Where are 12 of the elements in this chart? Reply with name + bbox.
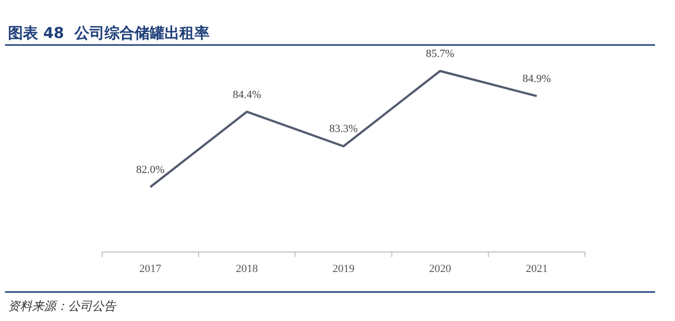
data-label: 83.3% [329, 123, 358, 136]
data-label: 82.0% [136, 164, 165, 176]
data-label: 84.4% [232, 88, 262, 101]
text: 资料来源：公司公告 [8, 299, 117, 313]
data-label: 85.7% [426, 48, 454, 60]
x-tick-label: 2017 [139, 263, 162, 275]
data-label: 84.9% [522, 73, 551, 86]
x-tick-label: 2020 [429, 263, 452, 275]
x-tick-label: 2018 [236, 263, 258, 275]
x-tick-label: 2021 [526, 263, 548, 275]
x-tick-label: 2019 [332, 263, 355, 275]
chart-title: 图表 48 公司综合储罐出租率 [8, 24, 210, 42]
